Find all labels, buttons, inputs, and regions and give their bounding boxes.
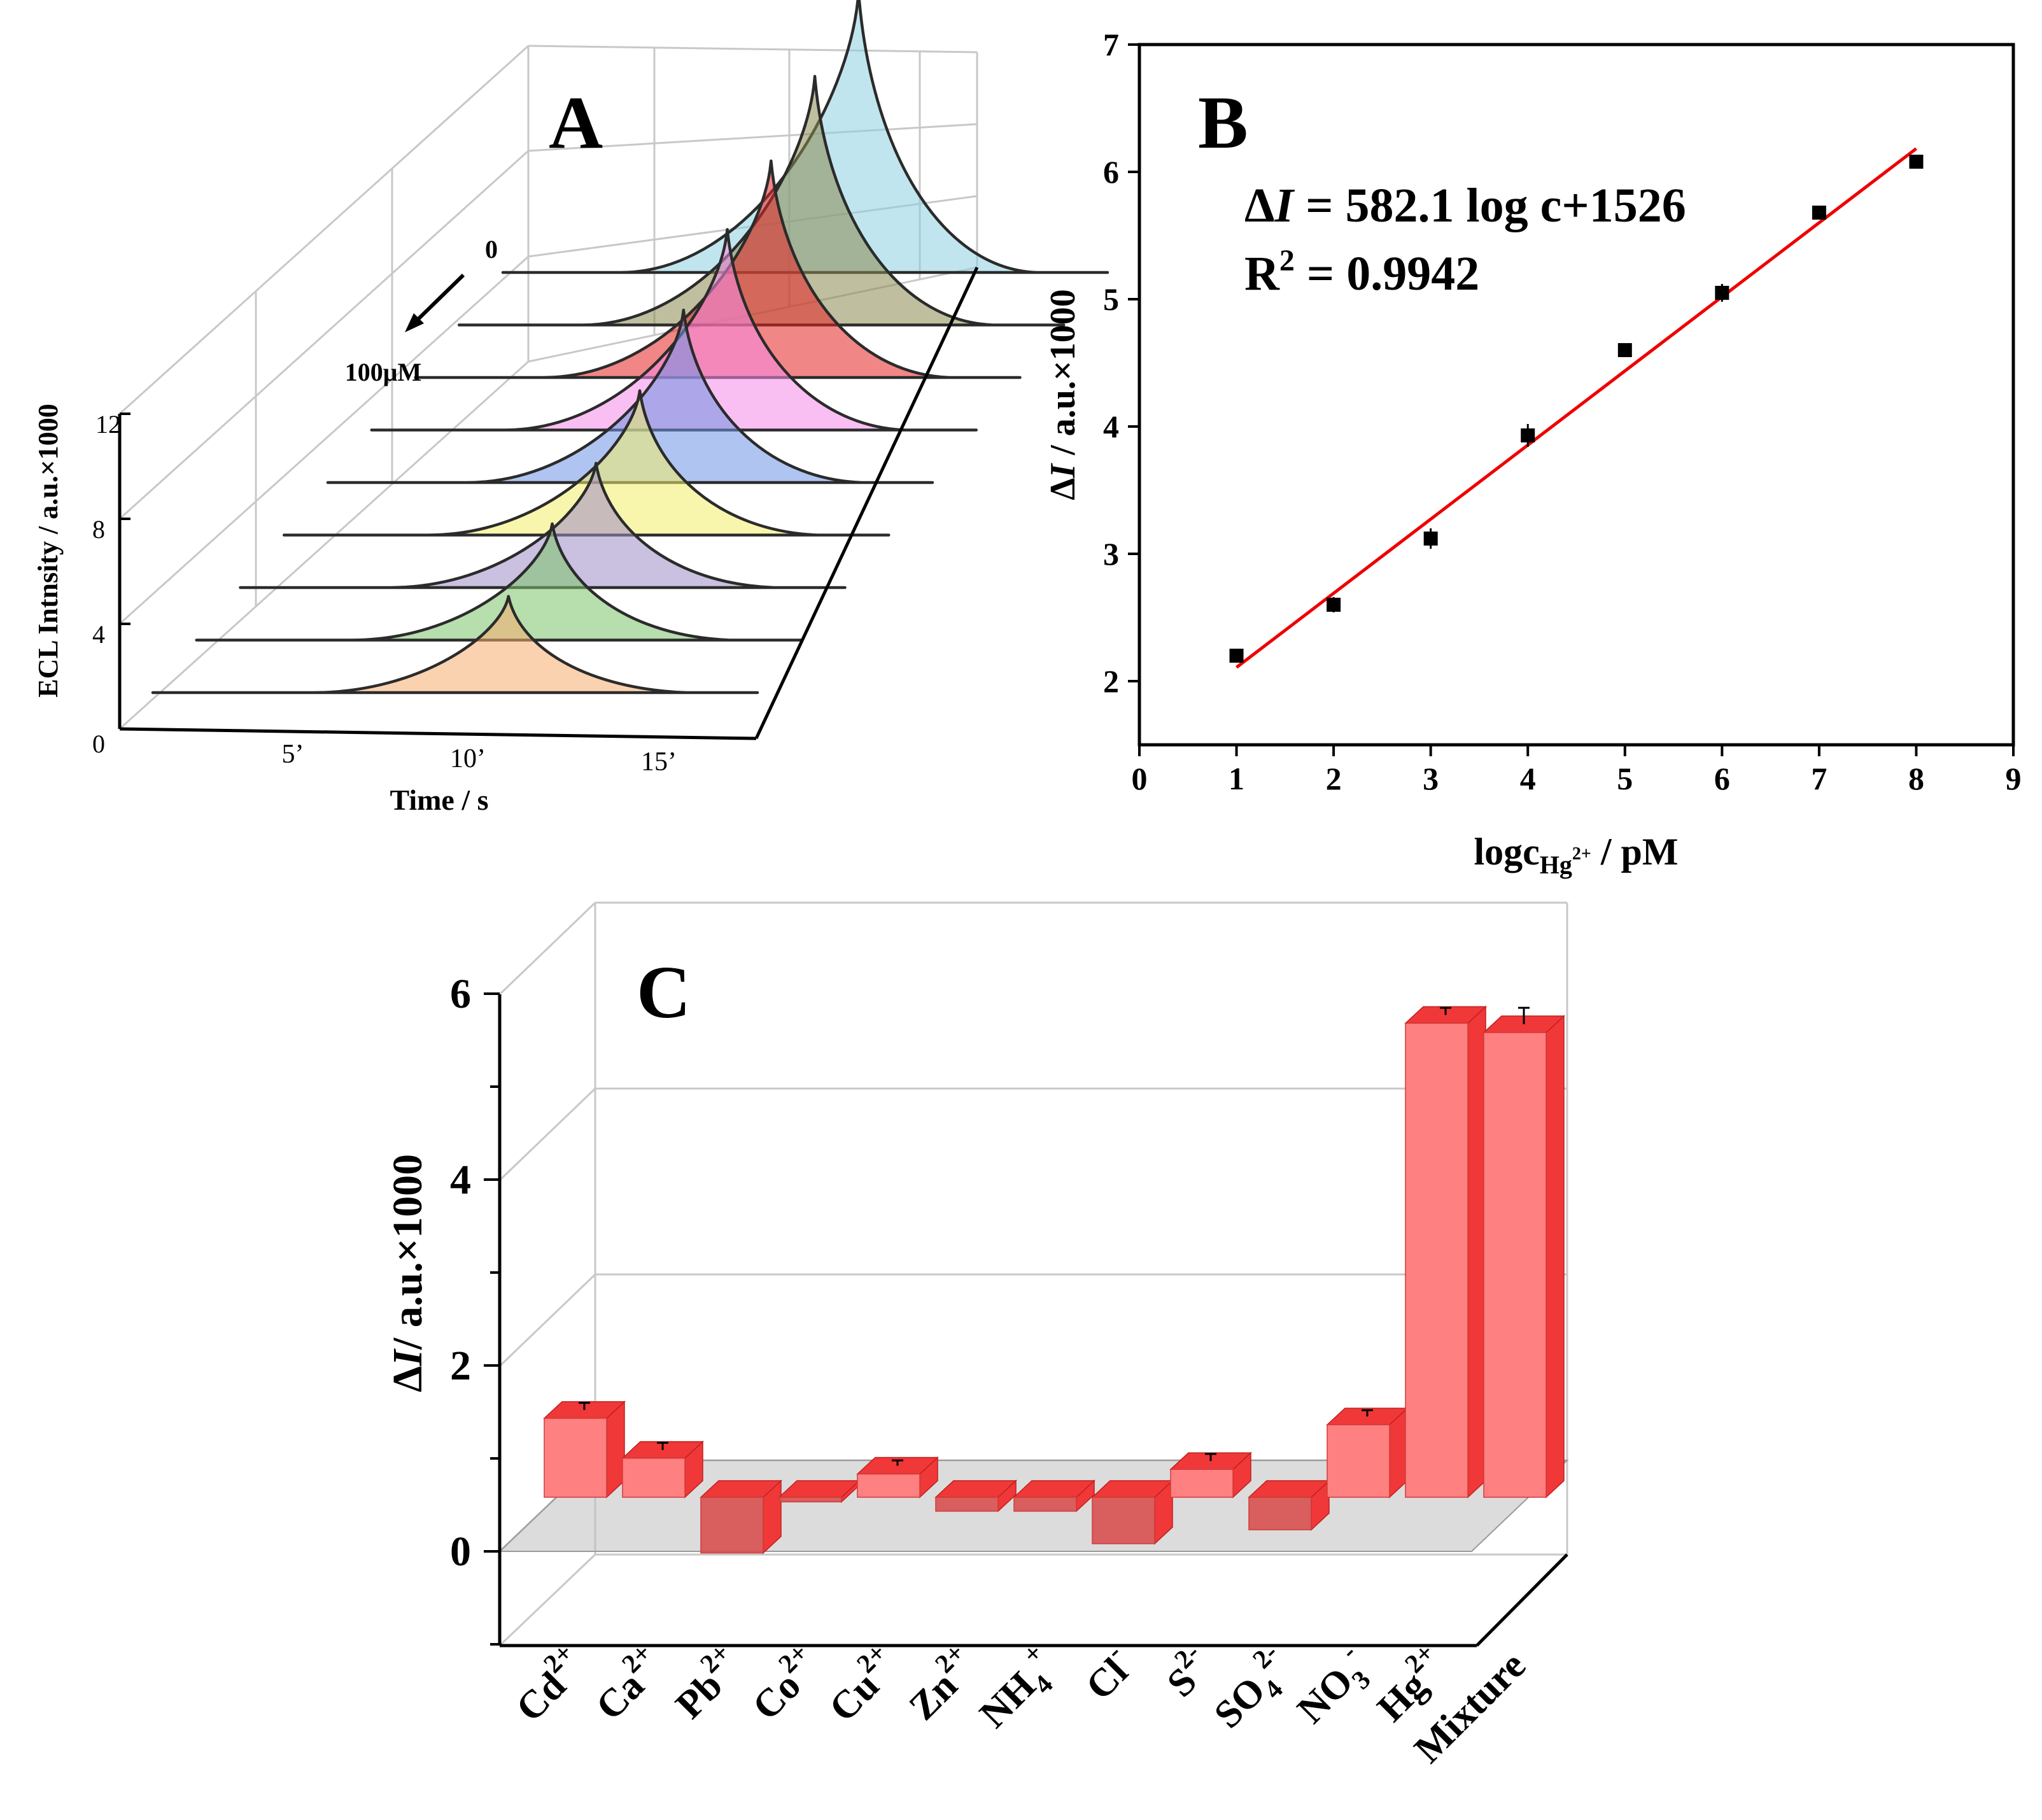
panel-b-xtick-label: 9	[2006, 761, 2022, 796]
panel-b-xtick-label: 4	[1520, 761, 1536, 796]
panel-b-data-point	[1909, 155, 1924, 169]
panel-c-label: C	[637, 950, 691, 1034]
panel-a-label: A	[549, 81, 603, 164]
panel-c-bar	[543, 1400, 626, 1499]
panel-b-y-label: ΔI / a.u.×1000	[1043, 289, 1083, 500]
panel-c-category-label: Cu2+	[816, 1638, 908, 1730]
panel-b-xtick-label: 8	[1908, 761, 1924, 796]
panel-b-x-label: logcHg2+ / pM	[1474, 831, 1678, 879]
panel-b-ticks: 0 1 2 3 4 5 6 7 8 9 2 3 4 5 6 7	[1103, 27, 2022, 796]
panel-b-ytick-label: 6	[1103, 154, 1119, 190]
panel-b-data-point	[1229, 649, 1244, 663]
panel-c-category-label: Co2+	[739, 1638, 829, 1728]
panel-a-ytick-4: 4	[92, 620, 105, 649]
panel-c-category-label: Cl-	[1073, 1638, 1143, 1708]
panel-c-y-label: ΔI/ a.u.×1000	[384, 1154, 431, 1392]
panel-b-ytick-label: 7	[1103, 27, 1119, 62]
panel-b-plot-frame	[1137, 43, 2015, 747]
panel-a-ytick-12: 12	[95, 410, 121, 439]
panel-c-bar	[1013, 1479, 1095, 1513]
panel-c-bar	[1169, 1451, 1252, 1499]
panel-b-xtick-label: 7	[1811, 761, 1827, 796]
panel-b-xtick-label: 3	[1423, 761, 1439, 796]
panel-c-x-labels: Cd2+Ca2+Pb2+Co2+Cu2+Zn2+NH4+ Cl-S2-SO42-N…	[503, 1638, 1534, 1771]
panel-a-x-label: Time / s	[390, 784, 488, 816]
panel-c-category-label: NO3-	[1284, 1638, 1383, 1737]
panel-c-bar	[856, 1456, 939, 1499]
panel-c-category-label: SO42-	[1201, 1638, 1304, 1742]
panel-a-x-ticks: 5’ 10’ 15’	[282, 740, 677, 777]
panel-c-bar	[1482, 1006, 1565, 1499]
panel-c-bar	[621, 1440, 704, 1499]
panel-b-r-squared: R2 = 0.9942	[1244, 244, 1479, 300]
panel-c-bar	[934, 1479, 1017, 1513]
panel-b-points	[1229, 155, 1924, 663]
panel-b: 0 1 2 3 4 5 6 7 8 9 2 3 4 5 6 7 B ΔI = 582.1 log c+1526…	[1043, 27, 2022, 879]
panel-c-category-label: Pb2+	[662, 1638, 751, 1727]
panel-a: 0 4 8 12 5’ 10’ 15’ Time / s ECL Intnsit…	[32, 0, 1109, 816]
panel-c-category-label: Zn2+	[896, 1638, 986, 1728]
panel-a-arrow	[411, 273, 465, 327]
panel-c-category-label: NH4+	[966, 1638, 1070, 1742]
panel-c-bars	[543, 1005, 1565, 1555]
panel-c-bar	[700, 1479, 782, 1555]
panel-b-data-point	[1617, 343, 1632, 357]
panel-b-equation: ΔI = 582.1 log c+1526	[1244, 179, 1686, 232]
panel-b-xtick-label: 5	[1617, 761, 1633, 796]
panel-c-bar	[1091, 1479, 1174, 1545]
panel-c-bar	[1404, 1005, 1487, 1499]
panel-b-xtick-label: 6	[1714, 761, 1730, 796]
panel-c-category-label: S2-	[1153, 1638, 1221, 1705]
panel-b-xtick-label: 1	[1229, 761, 1244, 796]
panel-a-depth-axis	[754, 266, 979, 740]
panel-b-ytick-label: 3	[1103, 536, 1119, 572]
panel-b-ytick-label: 4	[1103, 409, 1119, 444]
panel-b-xtick-label: 0	[1132, 761, 1148, 796]
panel-c-bar	[1248, 1479, 1330, 1531]
panel-a-ytick-0: 0	[92, 730, 105, 758]
panel-a-xtick-15: 15’	[641, 747, 677, 777]
panel-c: 0 2 4 6 Cd2+Ca2+Pb2+Co2+Cu2+Zn2+NH4+ Cl-S2-S…	[384, 901, 1569, 1771]
panel-a-arrow-end-label: 100μM	[345, 358, 421, 386]
panel-c-bar	[1326, 1407, 1409, 1499]
panel-c-y-ticks: 0 2 4 6	[450, 971, 500, 1646]
panel-b-label: B	[1198, 81, 1248, 164]
panel-a-x-axis	[119, 727, 757, 740]
panel-a-traces	[151, 0, 1109, 695]
panel-c-bar	[778, 1479, 861, 1504]
panel-b-ytick-label: 2	[1103, 663, 1119, 699]
panel-c-category-label: Ca2+	[582, 1638, 673, 1728]
panel-a-y-ticks: 0 4 8 12	[92, 410, 130, 758]
panel-a-y-label: ECL Intnsity / a.u.×1000	[32, 404, 64, 698]
panel-a-arrow-start-label: 0	[485, 235, 498, 264]
panel-b-ytick-label: 5	[1103, 281, 1119, 317]
panel-b-xtick-label: 2	[1326, 761, 1342, 796]
panel-a-xtick-5: 5’	[282, 740, 304, 769]
panel-b-data-point	[1327, 598, 1341, 612]
panel-b-data-point	[1715, 286, 1729, 300]
panel-c-ytick-label: 6	[450, 971, 471, 1017]
panel-c-ytick-label: 0	[450, 1528, 471, 1575]
panel-b-data-point	[1812, 206, 1826, 220]
panel-b-fit-line	[1236, 147, 1917, 669]
panel-c-depth-axis	[1475, 1553, 1568, 1647]
panel-a-trace-1	[151, 595, 759, 695]
panel-b-data-point	[1423, 532, 1438, 546]
panel-a-ytick-8: 8	[92, 515, 105, 544]
panel-a-xtick-10: 10’	[450, 744, 486, 773]
panel-c-ytick-label: 4	[450, 1157, 471, 1203]
panel-a-arrowhead	[405, 313, 424, 332]
panel-c-category-label: Cd2+	[503, 1638, 595, 1730]
panel-c-ytick-label: 2	[450, 1343, 471, 1389]
panel-b-data-point	[1521, 428, 1535, 442]
